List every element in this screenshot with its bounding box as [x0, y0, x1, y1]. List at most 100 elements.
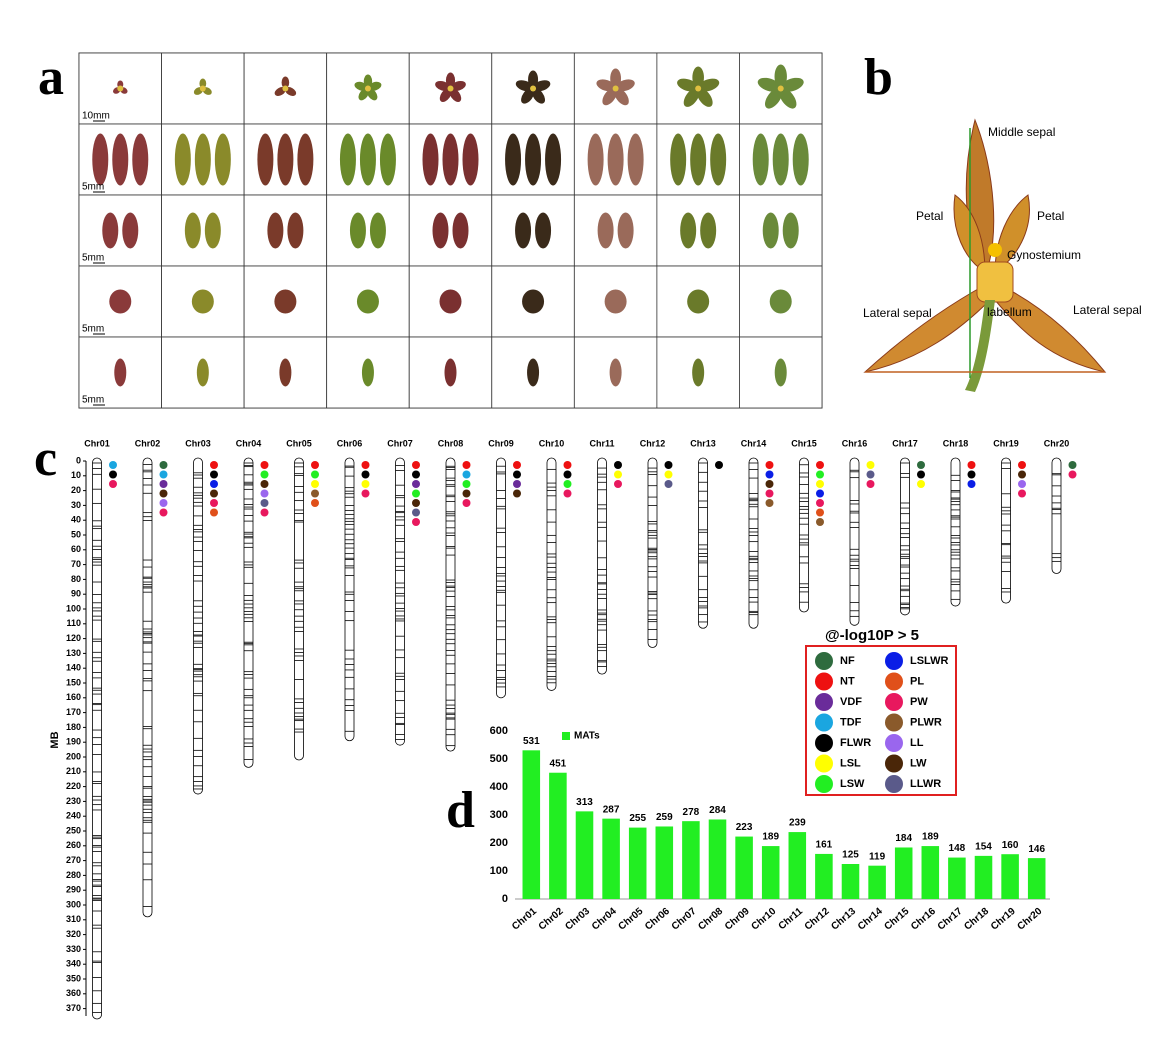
trait-dot: [866, 470, 875, 479]
legend-swatch: [885, 693, 903, 711]
bar: [549, 772, 567, 899]
chromosome: [193, 457, 203, 795]
trait-dot: [664, 470, 673, 479]
petal: [521, 87, 535, 104]
legend-swatch: [815, 693, 833, 711]
legend-swatch: [562, 732, 570, 740]
y-tick-label: 150: [66, 677, 81, 687]
legend-label: PW: [910, 696, 928, 708]
trait-dot: [563, 489, 572, 498]
y-tick-label: 170: [66, 707, 81, 717]
data-label: 259: [656, 812, 673, 823]
organ: [505, 133, 522, 186]
petal: [677, 78, 699, 92]
organ: [597, 212, 614, 249]
petal: [199, 78, 207, 89]
x-tick-label: Chr20: [1016, 906, 1045, 933]
bar: [921, 846, 940, 899]
petal: [354, 81, 369, 91]
trait-dot: [513, 489, 521, 498]
trait-dot: [159, 508, 168, 517]
trait-dot: [412, 489, 420, 498]
petal: [614, 87, 629, 106]
flower-label: labellum: [987, 305, 1032, 319]
data-label: 160: [1002, 840, 1019, 851]
petal: [596, 79, 616, 92]
trait-dot: [159, 480, 168, 488]
column: [447, 85, 454, 92]
legend-title: @-log10P > 5: [825, 627, 919, 644]
y-tick-label: 130: [66, 648, 81, 658]
legend-label: TDF: [840, 716, 862, 728]
chromosome-label: Chr14: [741, 438, 767, 448]
trait-dot: [513, 461, 521, 469]
trait-dot: [563, 470, 572, 479]
data-label: 146: [1028, 844, 1045, 855]
chromosome-label: Chr04: [236, 438, 262, 448]
trait-dot: [765, 499, 774, 507]
y-tick-label: 350: [66, 973, 81, 983]
trait-dot: [260, 470, 269, 479]
y-tick-label: 140: [66, 663, 81, 673]
photo-cell: [656, 194, 740, 267]
trait-dot: [260, 499, 269, 507]
trait-dot: [361, 480, 370, 488]
trait-dot: [311, 480, 319, 488]
chromosome-body: [1051, 457, 1062, 574]
organ: [109, 289, 132, 314]
legend-swatch: [885, 672, 903, 691]
y-tick-label: 400: [490, 781, 508, 793]
trait-dot: [109, 480, 117, 488]
chromosome-body: [344, 457, 355, 742]
legend-label: NF: [840, 655, 855, 667]
y-tick-label: 0: [502, 893, 508, 905]
trait-dot: [715, 461, 723, 469]
trait-dot: [917, 470, 925, 479]
legend-swatch: [815, 734, 833, 752]
petal: [439, 87, 452, 102]
trait-dot: [1018, 470, 1026, 479]
chromosome-body: [748, 457, 759, 629]
column: [612, 85, 619, 92]
trait-dot: [765, 480, 774, 488]
y-tick-label: 270: [66, 855, 81, 865]
organ: [670, 133, 687, 186]
chromosome: [142, 457, 153, 918]
chromosome: [445, 457, 456, 752]
photo-cell: [243, 194, 328, 267]
trait-dot: [513, 470, 521, 479]
y-tick-label: 50: [71, 529, 81, 539]
trait-dot: [210, 461, 218, 469]
bar: [894, 847, 913, 899]
legend-label: NT: [840, 675, 855, 687]
legend-label: LLWR: [910, 778, 941, 790]
column: [117, 85, 124, 92]
petal: [757, 77, 781, 92]
chromosome-label: Chr17: [892, 438, 918, 448]
chromosome-label: Chr13: [690, 438, 716, 448]
chromosome-label: Chr05: [286, 438, 312, 448]
x-tick-label: Chr14: [856, 906, 885, 933]
organ: [114, 358, 127, 387]
bar: [735, 836, 753, 899]
organ: [442, 133, 459, 186]
legend-swatch: [885, 775, 903, 793]
organ: [267, 212, 284, 249]
bar: [522, 750, 541, 899]
photo-cell: [739, 194, 823, 267]
flower-label: Gynostemium: [1007, 248, 1081, 262]
trait-dot: [159, 470, 168, 479]
petal: [698, 78, 720, 92]
bar: [628, 827, 647, 899]
organ: [774, 358, 787, 387]
photo-cell: [78, 194, 162, 267]
trait-dot: [159, 499, 168, 507]
bar: [841, 864, 860, 899]
trait-dot: [159, 489, 168, 498]
organ: [444, 358, 457, 387]
column: [777, 85, 784, 92]
y-tick-label: 40: [71, 515, 81, 525]
panel-label: c: [34, 430, 57, 487]
legend-swatch: [885, 754, 903, 773]
y-tick-label: 290: [66, 885, 81, 895]
